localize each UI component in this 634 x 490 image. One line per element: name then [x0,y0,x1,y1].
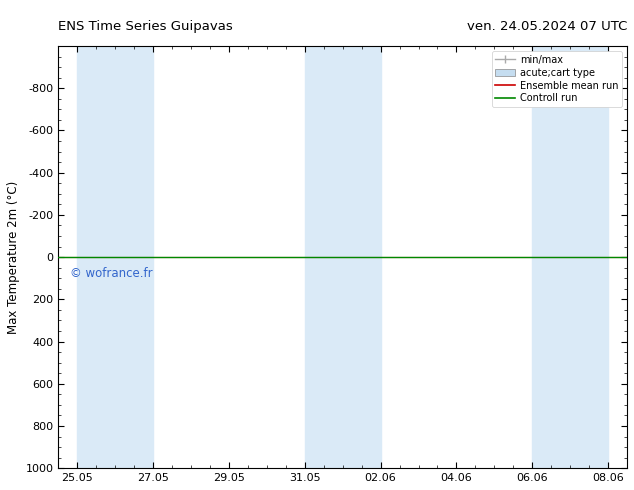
Y-axis label: Max Temperature 2m (°C): Max Temperature 2m (°C) [7,180,20,334]
Bar [533,46,608,468]
Bar [77,46,153,468]
Text: ven. 24.05.2024 07 UTC: ven. 24.05.2024 07 UTC [467,20,627,33]
Text: ENS Time Series Guipavas: ENS Time Series Guipavas [58,20,233,33]
Text: © wofrance.fr: © wofrance.fr [70,267,152,280]
Bar [305,46,380,468]
Legend: min/max, acute;cart type, Ensemble mean run, Controll run: min/max, acute;cart type, Ensemble mean … [491,51,622,107]
